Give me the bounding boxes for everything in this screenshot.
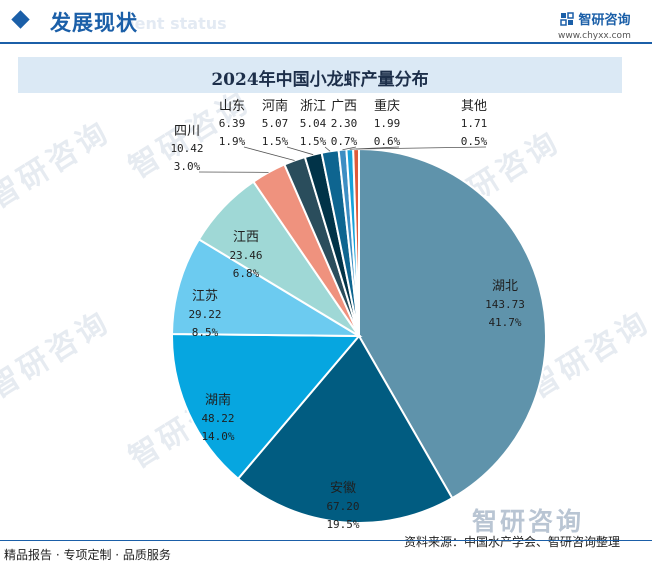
slice-label-share: 41.7% xyxy=(488,316,521,329)
slice-label-name: 湖北 xyxy=(492,279,518,294)
slice-label-name: 浙江 xyxy=(300,99,326,114)
slice-label-value: 29.22 xyxy=(188,308,221,321)
slice-label-share: 0.7% xyxy=(331,135,358,148)
slice-label-value: 5.07 xyxy=(262,117,289,130)
slice-label-share: 0.6% xyxy=(374,135,401,148)
slice-label-share: 0.5% xyxy=(461,135,488,148)
brand-logo-icon xyxy=(560,12,574,26)
slice-label-value: 6.39 xyxy=(219,117,246,130)
slice-label-share: 19.5% xyxy=(326,518,359,531)
chart-title-band: 2024年中国小龙虾产量分布 xyxy=(18,57,622,93)
slice-label-name: 四川 xyxy=(174,124,200,139)
slice-label-share: 14.0% xyxy=(201,430,234,443)
footer-tagline: 精品报告 · 专项定制 · 品质服务 xyxy=(4,548,171,562)
pie-slice-2[interactable] xyxy=(171,332,362,481)
slice-label-share: 1.9% xyxy=(219,135,246,148)
site-url[interactable]: www.chyxx.com xyxy=(558,31,631,41)
slice-label-value: 10.42 xyxy=(170,142,203,155)
slice-label-share: 3.0% xyxy=(174,160,201,173)
slice-label-value: 1.71 xyxy=(461,117,488,130)
slice-label-value: 48.22 xyxy=(201,412,234,425)
slice-label-share: 1.5% xyxy=(300,135,327,148)
pie-slice-3[interactable] xyxy=(171,237,363,338)
pie-slice-0[interactable] xyxy=(358,147,547,500)
slice-label-name: 湖南 xyxy=(205,392,231,408)
slice-label-name: 江西 xyxy=(233,230,259,245)
slice-label-value: 143.73 xyxy=(485,298,525,311)
slice-label-name: 广西 xyxy=(331,99,357,114)
leader-line xyxy=(286,146,314,156)
slice-label-name: 重庆 xyxy=(374,98,400,114)
slice-label-value: 5.04 xyxy=(300,117,327,130)
slice-label-name: 河南 xyxy=(262,98,288,114)
page-header: ment status 发展现状 智研咨询 www.chyxx.com xyxy=(0,0,652,44)
slice-label-name: 其他 xyxy=(461,99,487,114)
slice-label-share: 1.5% xyxy=(262,135,289,148)
header-ghost-text: ment status xyxy=(118,14,227,33)
slice-label-name: 山东 xyxy=(219,99,245,114)
header-divider xyxy=(0,42,652,44)
page-title: 发展现状 xyxy=(50,11,138,35)
slice-label-share: 6.8% xyxy=(233,267,260,280)
leader-line xyxy=(342,146,357,151)
brand-name: 智研咨询 xyxy=(578,13,631,28)
chart-title: 2024年中国小龙虾产量分布 xyxy=(211,70,429,90)
slice-label-value: 2.30 xyxy=(331,117,358,130)
slice-label-name: 安徽 xyxy=(330,481,356,496)
slice-label-value: 23.46 xyxy=(229,249,262,262)
pie-slice-1[interactable] xyxy=(236,334,454,524)
leader-line xyxy=(324,146,331,152)
slice-label-name: 江苏 xyxy=(192,288,218,304)
leader-line xyxy=(356,146,487,150)
slice-label-value: 1.99 xyxy=(374,117,401,130)
watermark-corner: 智研咨询 xyxy=(472,507,585,536)
source-note: 资料来源：中国水产学会、智研咨询整理 xyxy=(404,535,621,549)
leader-line xyxy=(243,146,295,161)
footer-divider xyxy=(0,540,652,541)
slice-label-value: 67.20 xyxy=(326,500,359,513)
brand-logo[interactable]: 智研咨询 xyxy=(560,9,631,28)
slice-label-share: 8.5% xyxy=(192,326,219,339)
